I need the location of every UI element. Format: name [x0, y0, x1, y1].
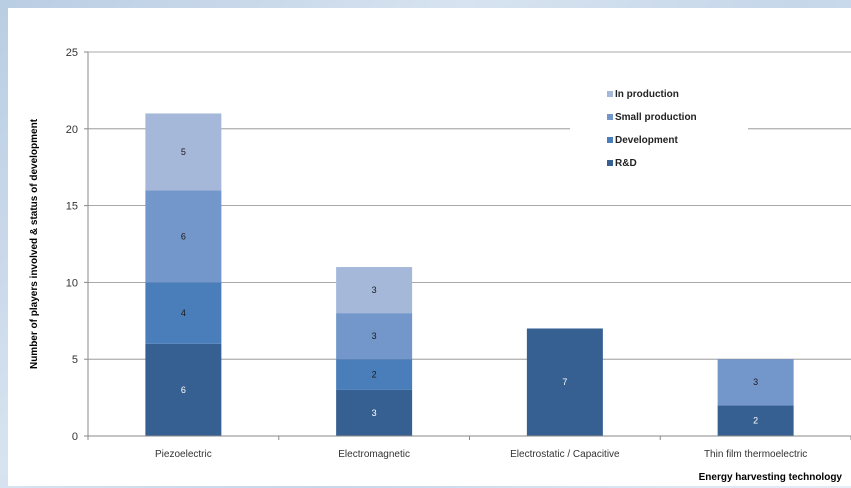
y-tick-label: 0	[72, 431, 78, 443]
bar-data-label: 6	[181, 231, 186, 241]
legend-background	[570, 80, 748, 184]
bar-segment	[717, 359, 794, 406]
y-tick-label: 10	[66, 277, 78, 289]
bar-data-label: 7	[562, 377, 567, 387]
legend-label: R&D	[615, 158, 637, 169]
bar-segment	[336, 389, 413, 436]
bar-data-label: 3	[372, 331, 377, 341]
bar-data-label: 3	[372, 285, 377, 295]
y-tick-label: 5	[72, 354, 78, 366]
bar-data-label: 2	[372, 370, 377, 380]
legend-label: Small production	[615, 112, 697, 123]
bars: 6 4 6 5 3 2 3 3 7 2 3	[145, 113, 794, 436]
y-tick-label: 15	[66, 201, 78, 213]
bar-segment	[526, 328, 603, 436]
x-category-label: Electromagnetic	[338, 449, 410, 460]
bar-segment	[336, 267, 413, 314]
bar-segment	[717, 405, 794, 436]
y-tick-label: 20	[66, 124, 78, 136]
bar-segment	[145, 190, 222, 283]
stacked-bar-chart: 6 4 6 5 3 2 3 3 7 2 3 0 5 10 15 20 25 Piezoelectric Elect…	[29, 47, 851, 483]
legend: In production Small production Development…	[570, 80, 748, 184]
y-tick-label: 25	[66, 47, 78, 59]
bar-segment	[336, 313, 413, 360]
x-category-label: Piezoelectric	[155, 449, 212, 460]
bar-data-label: 2	[753, 416, 758, 426]
bar-data-label: 3	[372, 408, 377, 418]
bar-segment	[145, 343, 222, 436]
x-category-label: Electrostatic / Capacitive	[510, 449, 620, 460]
legend-label: In production	[615, 89, 679, 100]
y-axis-title: Number of players involved & status of d…	[29, 118, 40, 369]
bar-segment	[145, 282, 222, 344]
chart-frame: 6 4 6 5 3 2 3 3 7 2 3 0 5 10 15 20 25 Piezoelectric Elect…	[8, 8, 851, 486]
legend-swatch	[607, 91, 613, 97]
legend-swatch	[607, 137, 613, 143]
bar-segment	[145, 113, 222, 191]
legend-swatch	[607, 114, 613, 120]
bar-segment	[336, 359, 413, 390]
bar-data-label: 6	[181, 385, 186, 395]
legend-swatch	[607, 160, 613, 166]
legend-label: Development	[615, 135, 678, 146]
bar-data-label: 5	[181, 147, 186, 157]
x-axis-title: Energy harvesting technology	[699, 472, 843, 483]
bar-data-label: 3	[753, 377, 758, 387]
bar-data-label: 4	[181, 308, 186, 318]
x-category-label: Thin film thermoelectric	[704, 449, 807, 460]
